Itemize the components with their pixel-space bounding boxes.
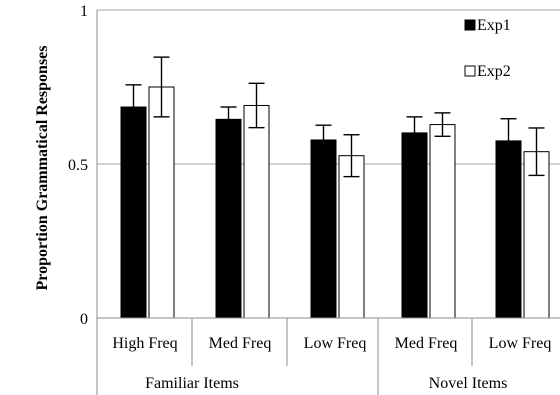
bar-exp1-4 [495,140,522,319]
x-category-label: Low Freq [304,335,367,352]
bar-exp1-2 [310,139,337,319]
y-axis-title: Proportion Grammatical Responses [34,45,51,290]
axes [96,10,560,395]
legend-swatch-exp2 [464,65,476,77]
bars [120,56,550,319]
x-category-label: Low Freq [489,335,552,352]
y-tick-label: 0 [80,311,88,328]
bar-exp2-4 [523,151,550,319]
labels: 0 0.5 1 High Freq Med Freq Low Freq Med Freq Lo… [68,3,551,392]
legend-label: Exp1 [477,17,511,34]
bar-exp1-1 [215,118,242,319]
bar-exp2-3 [429,124,456,319]
bar-exp2-1 [243,104,270,319]
x-category-label: Med Freq [395,335,458,352]
x-group-label: Novel Items [429,375,508,392]
legend-label: Exp2 [477,63,511,80]
bar-exp1-0 [120,106,147,319]
x-group-label: Familiar Items [145,375,239,392]
y-tick-label: 0.5 [68,157,88,174]
y-tick-label: 1 [80,3,88,20]
bar-exp2-2 [338,155,365,319]
bar-exp2-0 [148,86,175,319]
x-category-label: Med Freq [209,335,272,352]
legend-swatch-exp1 [464,19,476,31]
bar-exp1-3 [401,132,428,319]
x-category-label: High Freq [112,335,177,352]
legend: Exp1 Exp2 [464,17,511,80]
